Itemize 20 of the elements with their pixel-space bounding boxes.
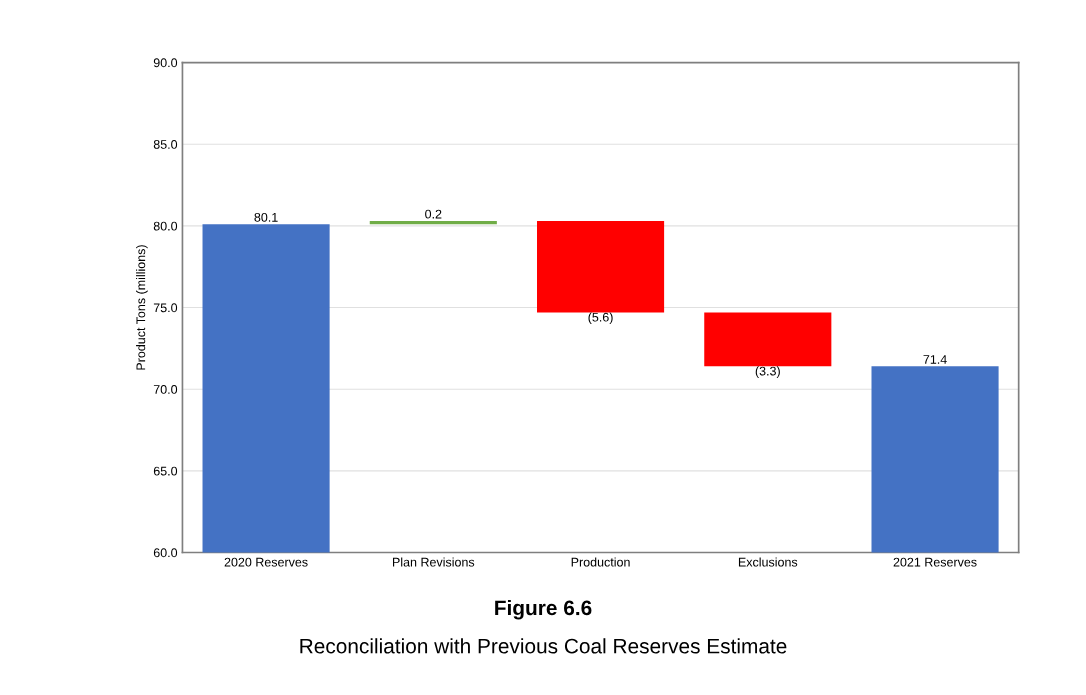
y-tick-label: 90.0 xyxy=(153,58,178,68)
x-tick-label: 2021 Reserves xyxy=(893,557,977,567)
data-label: (3.3) xyxy=(755,366,780,378)
x-tick-label: 2020 Reserves xyxy=(224,557,308,567)
text: Figure 6.6 xyxy=(495,599,592,620)
x-tick-label: Exclusions xyxy=(738,557,798,567)
data-label: 0.2 xyxy=(425,209,442,219)
y-axis-title: Product Tons (millions) xyxy=(136,245,148,370)
y-tick-label: 75.0 xyxy=(153,303,178,313)
y-tick-label: 80.0 xyxy=(153,221,178,231)
data-label: (5.6) xyxy=(588,312,613,325)
y-tick-label: 65.0 xyxy=(153,466,178,476)
y-tick-label: 70.0 xyxy=(153,385,178,394)
data-label: 71.4 xyxy=(923,355,947,364)
y-tick-label: 85.0 xyxy=(153,140,178,149)
y-tick-label: 60.0 xyxy=(153,548,178,558)
x-tick-label: Production xyxy=(571,557,630,567)
data-label: 80.1 xyxy=(254,212,278,222)
text: Reconciliation with Previous Coal Reserves Estimate xyxy=(300,638,787,654)
x-tick-label: Plan Revisions xyxy=(393,557,475,567)
